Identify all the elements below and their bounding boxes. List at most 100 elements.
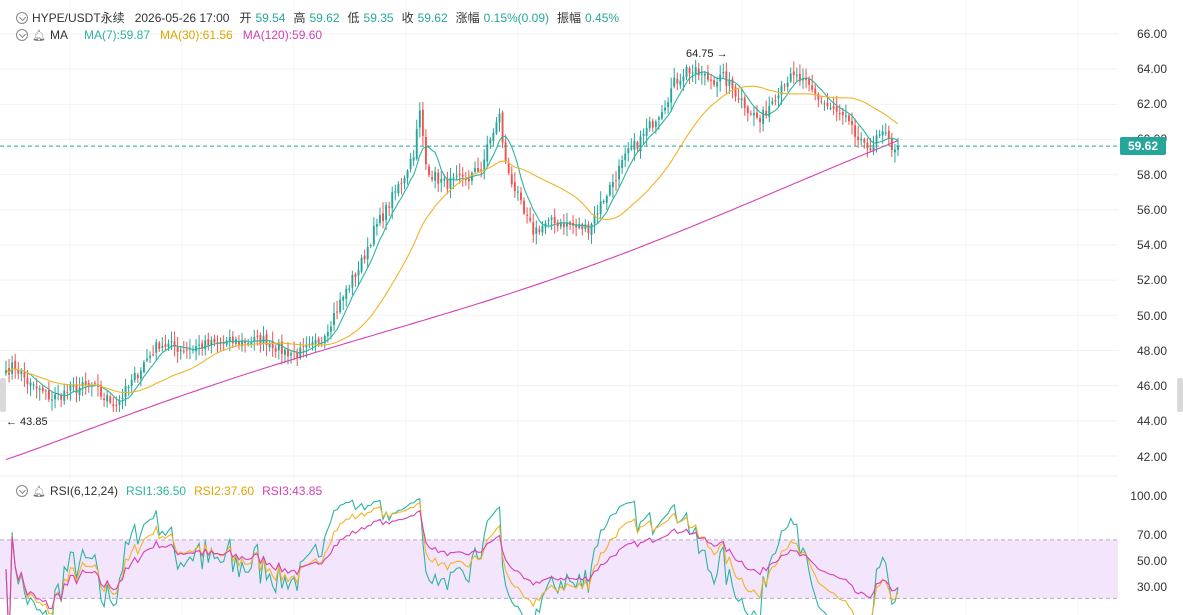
candle-body [716,82,719,87]
candle-body [884,132,887,134]
candle-body [654,121,657,127]
right-scroll-handle[interactable] [1177,378,1183,412]
candle-body [611,181,614,188]
candle-body [182,350,185,352]
candle-body [379,215,381,224]
candle-body [789,73,792,82]
rsi3-value: RSI3:43.85 [262,484,323,498]
candle-body [342,297,345,301]
candle-body [382,213,384,222]
candle-body [752,113,755,116]
candle-body [483,159,486,170]
candle-body [700,73,703,75]
candle-body [740,98,743,101]
candle-body [271,341,274,349]
alert-bell-icon[interactable]: 🔔︎ [32,29,46,42]
candle-body [682,76,685,82]
candle-body [329,326,332,332]
candle-body [26,378,29,384]
candle-body [480,169,483,171]
candle-body [516,191,519,193]
candle-body [149,356,152,358]
price-tick: 50.00 [1136,309,1167,323]
candle-body [369,244,372,246]
candle-body [155,342,158,353]
candle-body [323,336,326,344]
price-tick: 66.00 [1136,27,1167,41]
candle-body [124,385,127,397]
candle-body [513,182,516,192]
candle-body [5,369,7,374]
candle-body [112,404,115,407]
candle-body [253,337,256,342]
candle-body [103,398,106,401]
candle-body [60,394,63,400]
candle-body [526,214,529,216]
rsi-lines [0,497,1118,615]
candle-body [100,384,102,397]
low-label: 低 [347,11,360,25]
candle-body [823,103,826,105]
candle-body [633,140,636,150]
candle-body [593,215,596,224]
candle-body [743,97,746,108]
rsi-tick: 30.00 [1136,580,1167,594]
collapse-icon[interactable] [16,11,28,24]
candle-body [703,73,706,76]
candle-body [458,173,461,176]
candle-body [283,349,286,355]
candle-body [887,130,890,139]
left-scroll-handle[interactable] [0,378,6,412]
candle-body [857,136,860,141]
candle-body [639,136,642,151]
candle-body [412,157,415,161]
candle-body [559,222,562,227]
collapse-icon[interactable] [16,485,28,497]
candle-body [510,174,513,185]
close-value: 59.62 [417,10,448,25]
candle-body [44,390,47,392]
candle-body [228,337,231,342]
candle-body [670,88,673,103]
candle-body [434,171,437,181]
candle-body [455,175,458,177]
candle-body [691,72,694,74]
candle-body [562,223,565,228]
price-tick: 46.00 [1136,379,1167,393]
candle-body [75,384,78,394]
amplitude-label: 振幅 [557,11,582,25]
candle-body [93,382,96,384]
collapse-icon[interactable] [16,29,28,41]
candle-body [866,143,869,149]
candle-body [783,84,786,86]
candle-body [584,224,587,230]
candle-body [394,191,397,193]
candle-body [725,71,728,86]
candle-body [247,343,250,345]
price-tick: 64.00 [1136,62,1167,76]
ma120-value: MA(120):59.60 [242,28,323,42]
candle-body [54,394,56,400]
candle-body [360,257,363,272]
price-tick: 44.00 [1136,414,1167,428]
candle-body [277,342,280,351]
alert-bell-icon[interactable]: 🔔︎ [32,485,46,498]
candle-body [167,343,170,348]
candle-body [109,396,112,403]
price-tick: 58.00 [1136,168,1167,182]
candle-body [35,386,38,389]
candle-body [207,339,210,346]
candle-body [400,182,403,184]
candle-body [391,192,394,209]
rsi-legend: 🔔︎ RSI(6,12,24) RSI1:36.50 RSI2:37.60 RS… [16,484,326,498]
candle-body [142,362,145,373]
candle-body [195,346,197,352]
candle-body [829,107,832,109]
datetime-label: 2026-05-26 17:00 [134,10,230,25]
candle-body [786,82,789,87]
candle-body [590,224,593,236]
ohlc-legend: HYPE/USDT永续 2026-05-26 17:00 开 59.54 高 5… [16,9,623,26]
candle-body [664,107,666,111]
candle-body [820,101,823,103]
